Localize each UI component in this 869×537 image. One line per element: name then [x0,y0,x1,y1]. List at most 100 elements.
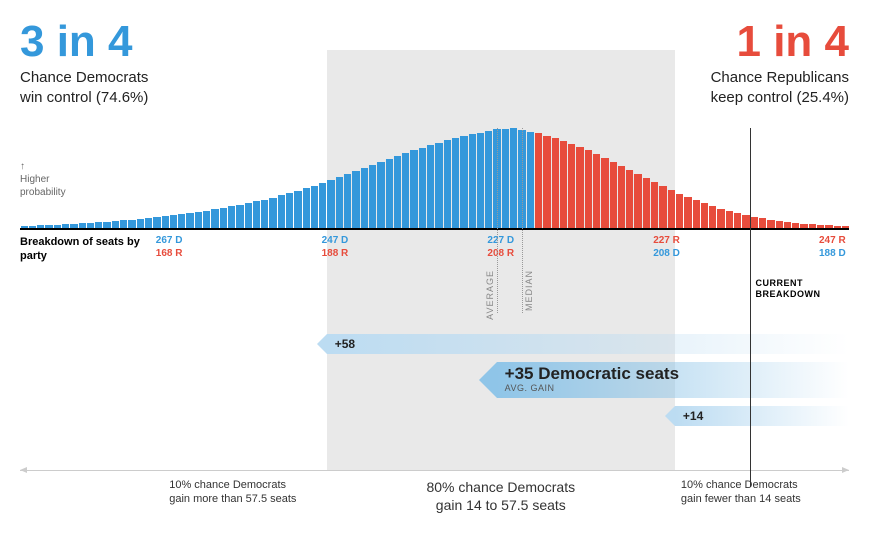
gain-arrow-max: +58 [327,334,849,354]
histogram-bar [79,223,86,228]
histogram-bar [203,211,210,228]
histogram-bar [709,206,716,228]
histogram-bar [286,193,293,228]
histogram-bar [228,206,235,228]
gain-avg-label: +35 Democratic seats [505,364,679,384]
histogram-bar [485,131,492,228]
histogram-bar [377,162,384,228]
average-label: AVERAGE [485,270,495,320]
histogram-bar [253,201,260,228]
rep-headline: 1 in 4 [711,20,849,64]
histogram-bar [634,174,641,228]
histogram-bar [336,177,343,228]
histogram-bar [294,191,301,228]
range-axis [20,470,849,471]
histogram-bar [444,140,451,228]
gain-arrow-avg: +35 Democratic seats AVG. GAIN [497,362,849,398]
histogram-bar [593,154,600,228]
median-label: MEDIAN [524,270,534,311]
seat-tick: 227 R208 D [653,234,680,260]
gain-avg-sublabel: AVG. GAIN [505,383,555,393]
dem-headline: 3 in 4 [20,20,148,64]
histogram-bar [236,205,243,228]
histogram-bar [402,153,409,228]
histogram-bar [576,147,583,228]
dem-sub2: win control (74.6%) [20,88,148,108]
histogram-bar [220,208,227,228]
histogram-bar [394,156,401,228]
histogram-bar [842,226,849,228]
histogram-bar [410,150,417,228]
histogram-bar [543,136,550,228]
histogram-bar [668,190,675,228]
histogram-bar [261,200,268,228]
x-axis [20,228,849,230]
histogram-bar [477,133,484,228]
histogram-bar [112,221,119,228]
histogram-bar [137,219,144,228]
histogram-bar [460,136,467,228]
histogram-bar [659,186,666,228]
dem-sub1: Chance Democrats [20,68,148,88]
histogram-bar [726,211,733,228]
histogram-bar [759,218,766,228]
average-line [497,128,498,313]
histogram-bar [62,224,69,228]
rep-sub2: keep control (25.4%) [711,88,849,108]
histogram-bar [186,213,193,228]
histogram-bar [178,214,185,228]
histogram-bar [469,134,476,228]
current-breakdown-line [750,128,751,487]
seat-breakdown-label: Breakdown of seats by party [20,235,140,264]
histogram-bar [303,188,310,228]
range-right: 10% chance Democrats gain fewer than 14 … [681,478,801,507]
current-breakdown-label: CURRENT BREAKDOWN [756,278,821,300]
histogram-bar [751,217,758,228]
histogram-bar [45,225,52,228]
histogram-bar [527,132,534,228]
histogram-bar [352,171,359,228]
confidence-band [327,50,675,470]
histogram-bar [776,221,783,228]
histogram-bar [37,225,44,228]
histogram-bar [435,143,442,228]
histogram-bar [419,148,426,228]
histogram-bar [601,158,608,228]
histogram-bar [452,138,459,228]
histogram-bar [792,223,799,228]
histogram-bar [809,224,816,228]
histogram-bar [245,203,252,228]
histogram-bar [568,144,575,228]
histogram-bar [825,225,832,228]
seat-tick: 267 D168 R [156,234,183,260]
histogram-bar [162,216,169,228]
range-left: 10% chance Democrats gain more than 57.5… [169,478,296,507]
histogram-bar [195,212,202,228]
histogram-bar [70,224,77,228]
seat-tick: 247 R188 D [819,234,846,260]
histogram-bar [427,145,434,228]
histogram-bar [693,200,700,228]
histogram-bar [684,197,691,228]
histogram-bar [800,224,807,228]
histogram-bar [535,133,542,228]
histogram-bar [319,183,326,228]
histogram-bar [610,162,617,228]
histogram-bar [386,159,393,228]
histogram-bar [87,223,94,228]
histogram-bar [120,220,127,228]
rep-sub1: Chance Republicans [711,68,849,88]
histogram-bar [510,128,517,228]
histogram-bar [618,166,625,228]
histogram-bar [278,195,285,228]
histogram-bar [344,174,351,228]
histogram-bar [95,222,102,228]
histogram-bar [103,222,110,228]
histogram-bar [361,168,368,228]
histogram-bar [502,129,509,228]
histogram-bar [21,226,28,228]
histogram-bar [311,186,318,228]
range-center: 80% chance Democrats gain 14 to 57.5 sea… [327,478,675,514]
histogram-bar [701,203,708,228]
histogram-bar [170,215,177,228]
